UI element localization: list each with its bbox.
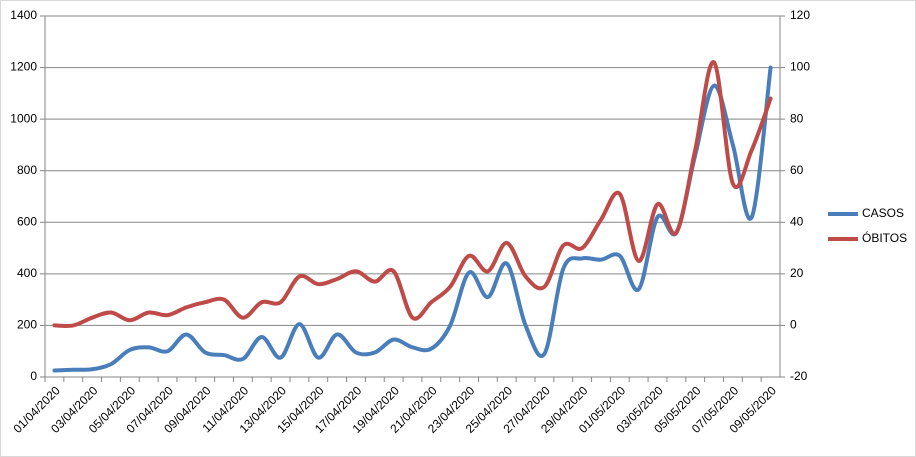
- y-tick-label: 800: [17, 163, 37, 177]
- y-tick-label: 1200: [10, 60, 37, 74]
- y-tick-label: 1000: [10, 111, 37, 125]
- y2-tick-label: 100: [790, 60, 810, 74]
- y2-tick-label: 20: [790, 266, 804, 280]
- legend-label: ÓBITOS: [862, 230, 907, 245]
- y2-tick-label: 0: [790, 318, 797, 332]
- legend-label: CASOS: [862, 206, 904, 220]
- y-tick-label: 200: [17, 318, 37, 332]
- y2-tick-label: 80: [790, 111, 804, 125]
- y-tick-label: 1400: [10, 8, 37, 22]
- y2-tick-label: -20: [790, 369, 808, 383]
- y2-tick-label: 60: [790, 163, 804, 177]
- y-tick-label: 600: [17, 214, 37, 228]
- y-tick-label: 400: [17, 266, 37, 280]
- y2-tick-label: 120: [790, 8, 810, 22]
- series-line: [52, 60, 773, 328]
- y-tick-label: 0: [30, 369, 37, 383]
- y2-tick-label: 40: [790, 214, 804, 228]
